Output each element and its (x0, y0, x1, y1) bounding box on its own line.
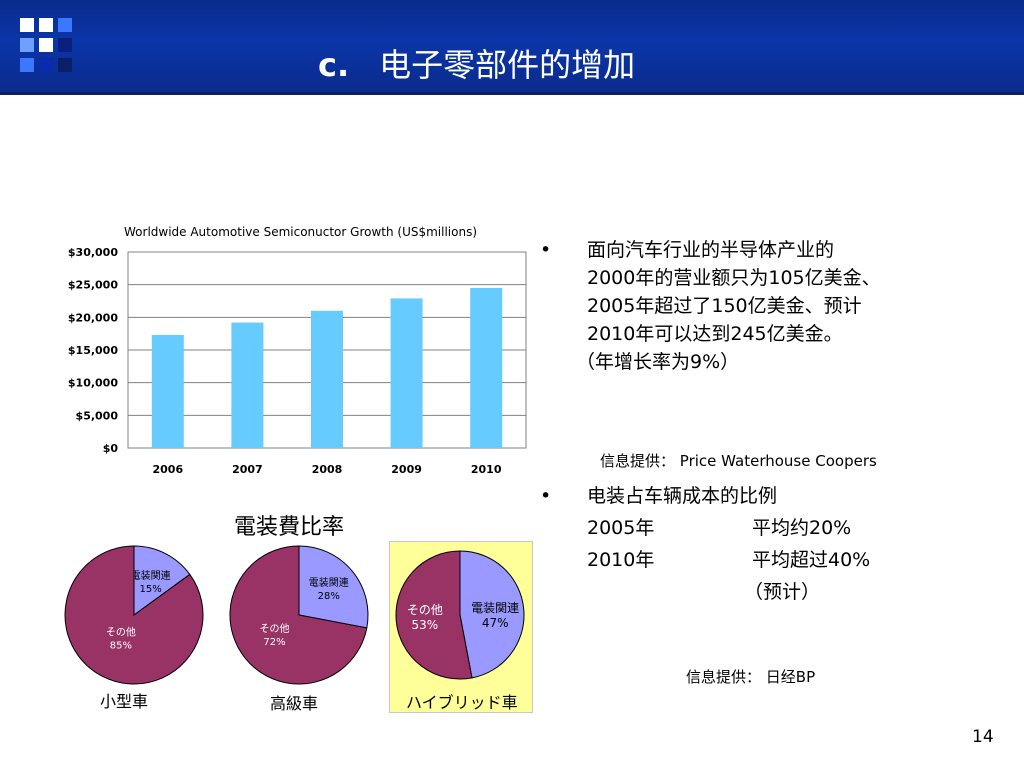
slide-title-prefix: c. (318, 46, 350, 84)
bullet-2-value-2005: 平均约20% (752, 517, 852, 539)
pie-slice (64, 545, 204, 685)
slide-title-text: 电子零部件的增加 (379, 46, 636, 84)
bullet-2-year-2005: 2005年 (587, 517, 655, 539)
hybrid-highlight-box (389, 541, 533, 713)
pie-slice-percent: 28% (318, 591, 340, 602)
pie-slice-percent: 15% (140, 584, 162, 595)
bullet-1-line-1: 面向汽车行业的半导体产业的 (587, 239, 835, 261)
pie-label-hybrid-car: ハイブリッド車 (406, 693, 518, 712)
bullet-1-line-3: 2005年超过了150亿美金、预计 (587, 295, 862, 317)
bar-chart-y-tick-label: $15,000 (68, 344, 118, 357)
bar-chart-x-tick-label: 2006 (152, 463, 183, 476)
pie-slice-percent: 72% (263, 637, 285, 648)
pie-slice-label: 電装関連 (131, 569, 171, 582)
bullet-1-line-2: 2000年的营业额只为105亿美金、 (587, 267, 881, 289)
bar-chart-x-tick-label: 2007 (232, 463, 263, 476)
credit-nikkei: 信息提供： 日经BP (686, 666, 815, 687)
semiconductor-growth-bar-chart: Worldwide Automotive Semiconuctor Growth… (68, 225, 527, 476)
bullet-2-line-1: 电装占车辆成本的比例 (587, 485, 778, 507)
pie-slice (298, 545, 369, 629)
bar-chart-x-tick-label: 2010 (471, 463, 502, 476)
pie-chart: 電装関連 15% その他 85% (64, 545, 204, 685)
bar-chart-y-tick-label: $10,000 (68, 377, 118, 390)
bar-chart-y-tick-label: $25,000 (68, 279, 118, 292)
bar-chart-y-tick-label: $20,000 (68, 311, 118, 324)
bar-chart-x-tick-label: 2009 (391, 463, 422, 476)
bullet-dot: • (540, 485, 552, 507)
page-number: 14 (972, 727, 994, 747)
pie-slice (133, 545, 191, 616)
credit-nikkei-label: 信息提供： (686, 668, 762, 686)
bullet-1-line-5: （年增长率为9%） (576, 351, 740, 373)
pie-slice-label: 電装関連 (309, 576, 349, 589)
credit-pwc-source: Price Waterhouse Coopers (679, 452, 877, 470)
bullet-2-year-2010: 2010年 (587, 549, 655, 571)
bar-chart-bar (390, 298, 423, 448)
bar-chart-y-tick-label: $5,000 (76, 409, 119, 422)
slide-title: c. 电子零部件的增加 (318, 40, 635, 86)
pie-slice-label: その他 (260, 622, 290, 635)
title-bar-underline (0, 92, 1024, 95)
bar-chart-bar (231, 322, 264, 448)
title-bar (0, 0, 1024, 92)
bullet-2-value-2010: 平均超过40% (752, 549, 871, 571)
pie-slice-percent: 85% (110, 641, 132, 652)
pie-label-compact-car: 小型車 (100, 692, 149, 711)
bar-chart-y-tick-label: $0 (103, 442, 119, 455)
bullet-1-line-4: 2010年可以达到245亿美金。 (587, 323, 843, 345)
logo-squares-icon (20, 18, 74, 74)
credit-nikkei-source: 日经BP (765, 668, 816, 686)
credit-pwc: 信息提供： Price Waterhouse Coopers (600, 450, 877, 471)
pie-chart: 電装関連 28% その他 72% (229, 545, 369, 685)
bullet-2-note: （预计） (744, 581, 821, 603)
bar-chart-bar (311, 310, 343, 448)
pie-slice-label: その他 (106, 626, 136, 639)
pie-section-title: 電装費比率 (234, 515, 345, 540)
bar-chart-bar (151, 334, 184, 448)
bar-chart-bar (470, 287, 503, 448)
bar-chart-y-tick-label: $30,000 (68, 246, 118, 259)
pie-label-luxury-car: 高級車 (270, 694, 319, 713)
bar-chart-x-tick-label: 2008 (312, 463, 343, 476)
bar-chart-title: Worldwide Automotive Semiconuctor Growth… (124, 225, 477, 239)
bullet-dot: • (540, 239, 552, 261)
pie-slice (229, 545, 368, 685)
credit-pwc-label: 信息提供： (600, 452, 676, 470)
